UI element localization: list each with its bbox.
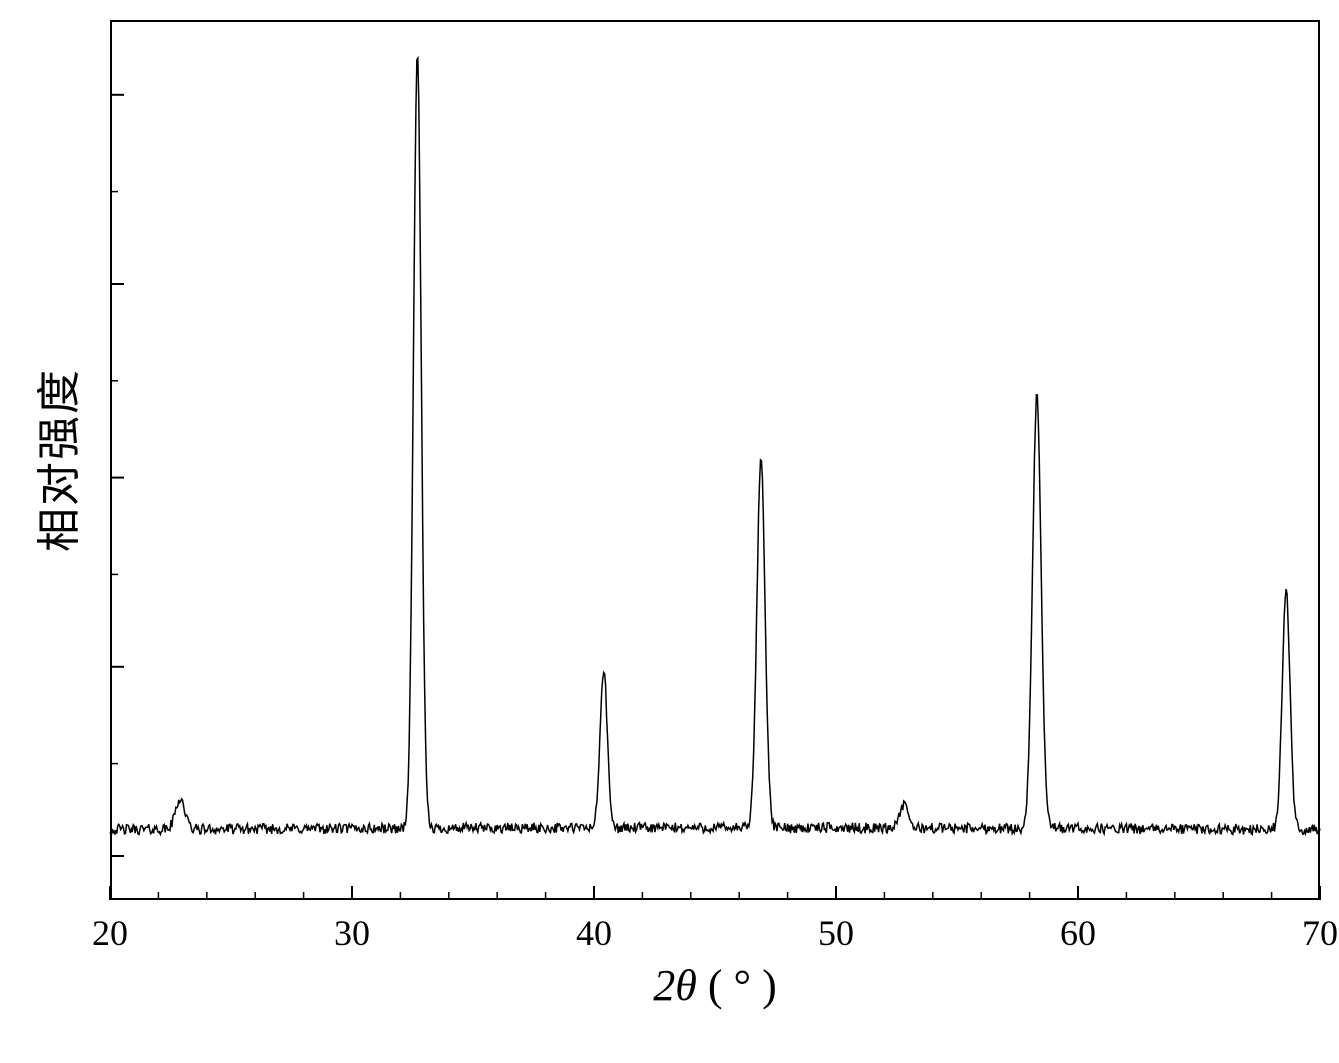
x-axis-label-symbol: 2θ [653, 961, 697, 1010]
x-tick-label: 50 [818, 912, 854, 954]
y-axis-label: 相对强度 [23, 368, 87, 552]
x-tick-label: 30 [334, 912, 370, 954]
x-tick-label: 20 [92, 912, 128, 954]
plot-svg [0, 0, 1339, 1063]
xrd-figure: 2θ ( ° ) 相对强度 20 30 40 50 60 70 [0, 0, 1339, 1063]
x-tick-label: 70 [1302, 912, 1338, 954]
x-axis-label-unit: ( ° ) [708, 961, 777, 1010]
xrd-trace [110, 58, 1320, 834]
x-axis-label: 2θ ( ° ) [653, 960, 777, 1011]
x-tick-label: 40 [576, 912, 612, 954]
x-tick-label: 60 [1060, 912, 1096, 954]
